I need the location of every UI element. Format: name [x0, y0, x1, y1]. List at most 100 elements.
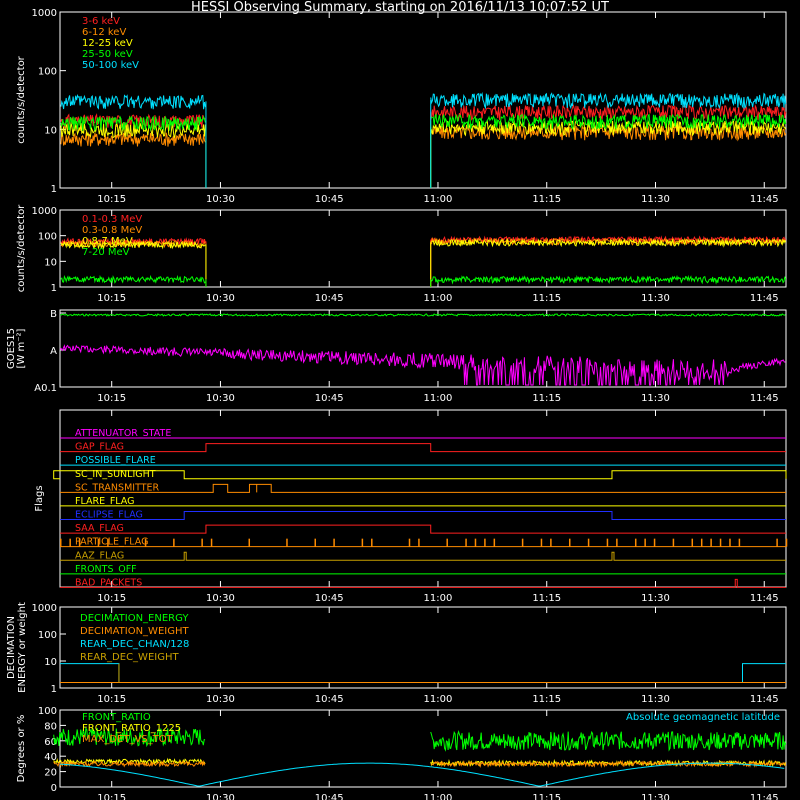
flag-spike [644, 538, 646, 547]
flag-spike [60, 538, 62, 547]
time-tick-label: 11:00 [424, 593, 453, 604]
flag-spike [493, 538, 496, 547]
flag-spike [418, 538, 420, 547]
legend-entry-5-3: REAR_DEC_WEIGHT [80, 652, 179, 663]
flag-spike [107, 538, 109, 547]
time-tick-label: 11:45 [750, 593, 779, 604]
geomag-latitude-line [59, 762, 785, 787]
time-tick-label: 11:15 [532, 694, 561, 705]
y-tick-label: 40 [44, 752, 57, 763]
time-tick-label: 11:30 [641, 194, 670, 205]
rear-dec-chan-line [60, 663, 786, 683]
time-tick-label: 11:00 [424, 194, 453, 205]
flag-spike [446, 538, 448, 547]
time-tick-label: 11:15 [532, 393, 561, 404]
panel-frame-2 [59, 209, 787, 288]
time-tick-label: 11:30 [641, 293, 670, 304]
time-tick-label: 10:30 [206, 194, 235, 205]
series-line-1-3 [60, 115, 206, 132]
time-tick-label: 11:30 [641, 793, 670, 800]
series-line-1-1 [60, 132, 206, 147]
y-tick-label: 1 [51, 184, 57, 195]
time-tick-label: 11:00 [424, 393, 453, 404]
flag-label-10: FRONTS_OFF [75, 564, 137, 575]
flag-spike [408, 538, 411, 547]
flag-spike [173, 538, 175, 547]
flag-spike [521, 538, 524, 547]
flag-label-4: SC_TRANSMITTER [75, 482, 160, 493]
time-tick-label: 10:15 [97, 293, 126, 304]
time-tick-label: 10:45 [315, 593, 344, 604]
y-tick-label: 1000 [32, 603, 57, 614]
y-axis-unit: [W m⁻²] [16, 328, 27, 368]
flag-spike [286, 538, 288, 547]
flag-label-3: SC_IN_SUNLIGHT [75, 469, 156, 480]
y-tick-label: 10 [44, 125, 57, 136]
time-tick-label: 11:15 [532, 194, 561, 205]
legend-entry-5-1: DECIMATION_WEIGHT [80, 626, 189, 637]
flag-label-1: GAP_FLAG [75, 442, 124, 453]
y-tick-label: 1000 [32, 8, 57, 19]
y-tick-label: A [50, 346, 57, 357]
flag-spike [210, 538, 213, 547]
flag-spike [776, 538, 778, 547]
goes-series-long [59, 313, 786, 317]
flag-spike [616, 538, 618, 547]
flag-spike [606, 538, 609, 547]
flag-spike [738, 538, 741, 547]
ratio-series-2 [430, 759, 787, 769]
time-tick-label: 11:30 [641, 393, 670, 404]
flag-label-9: AAZ_FLAG [75, 550, 124, 561]
legend-entry-2-3: 7-20 MeV [82, 247, 130, 258]
flag-label-7: SAA_FLAG [75, 523, 124, 534]
legend-entry-6-2: MAX_DET_VS_TOT [82, 734, 174, 745]
time-tick-label: 11:45 [750, 793, 779, 800]
time-tick-label: 10:45 [315, 293, 344, 304]
time-tick-label: 10:30 [206, 694, 235, 705]
flag-spike [540, 538, 543, 547]
series-line-2-3 [430, 274, 787, 285]
series-line-2-1 [430, 236, 786, 247]
flag-line-4 [60, 483, 786, 493]
panel-frame-6 [59, 709, 787, 788]
flag-spike [691, 538, 694, 547]
y-tick-label: 10 [44, 657, 57, 668]
flag-line-7 [60, 524, 786, 534]
flag-spike [201, 538, 203, 547]
flag-label-6: ECLIPSE_FLAG [75, 510, 143, 521]
flag-line-11 [60, 578, 786, 588]
series-line-1-3 [430, 113, 787, 130]
ratio-series-0 [53, 726, 206, 748]
flag-spike [78, 538, 81, 547]
flag-spike [371, 538, 373, 547]
flag-line-1 [60, 443, 786, 453]
legend-entry-1-1: 6-12 keV [82, 27, 126, 38]
y-tick-label: 20 [44, 768, 57, 779]
flag-label-2: POSSIBLE_FLARE [75, 455, 156, 466]
time-tick-label: 10:30 [206, 793, 235, 800]
flag-spike [474, 538, 477, 547]
flag-spike [361, 538, 364, 547]
geomag-annotation: Absolute geomagnetic latitude [626, 712, 780, 723]
flag-spike [710, 538, 712, 547]
flag-line-3 [53, 470, 787, 480]
time-tick-label: 10:15 [97, 793, 126, 800]
y-tick-label: A0.1 [34, 383, 57, 394]
flag-line-6 [60, 511, 786, 520]
time-tick-label: 11:45 [750, 393, 779, 404]
series-line-1-2 [60, 121, 206, 139]
time-tick-label: 11:15 [532, 293, 561, 304]
time-tick-label: 10:45 [315, 694, 344, 705]
time-tick-label: 11:15 [532, 793, 561, 800]
flag-spike [700, 538, 703, 547]
legend-entry-2-0: 0.1-0.3 MeV [82, 214, 142, 225]
time-tick-label: 10:45 [315, 194, 344, 205]
y-axis-label: Flags [34, 485, 45, 511]
series-line-2-2 [60, 240, 206, 250]
flag-label-0: ATTENUATOR_STATE [75, 428, 171, 439]
time-tick-label: 10:15 [97, 694, 126, 705]
legend-entry-6-0: FRONT_RATIO [82, 712, 151, 723]
time-tick-label: 10:15 [97, 194, 126, 205]
flag-spike [568, 538, 571, 547]
